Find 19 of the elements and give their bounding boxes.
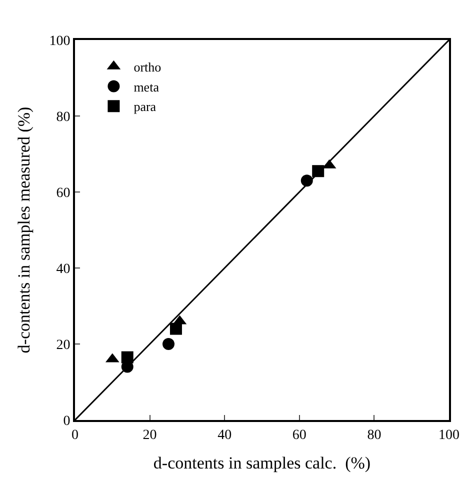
y-tick-label: 80: [56, 110, 70, 125]
y-tick-label: 100: [49, 34, 70, 49]
y-tick-label: 0: [63, 414, 70, 429]
point: [121, 351, 134, 364]
x-tick-label: 40: [218, 428, 232, 443]
y-axis-title: d-contents in samples measured (%): [14, 106, 34, 354]
legend-label: para: [134, 99, 156, 114]
legend-label: meta: [134, 79, 160, 94]
y-tick-label: 40: [56, 262, 70, 277]
point: [170, 322, 182, 335]
y-tick-label: 60: [56, 186, 70, 201]
legend-label: ortho: [134, 59, 162, 74]
x-tick-label: 80: [367, 428, 382, 443]
x-axis-title: d-contents in samples calc. (%): [153, 454, 371, 473]
x-tick-label: 60: [292, 428, 306, 443]
x-tick-label: 20: [142, 428, 157, 443]
x-tick-label: 100: [438, 428, 460, 443]
y-tick-label: 20: [56, 338, 70, 353]
point: [162, 338, 174, 350]
